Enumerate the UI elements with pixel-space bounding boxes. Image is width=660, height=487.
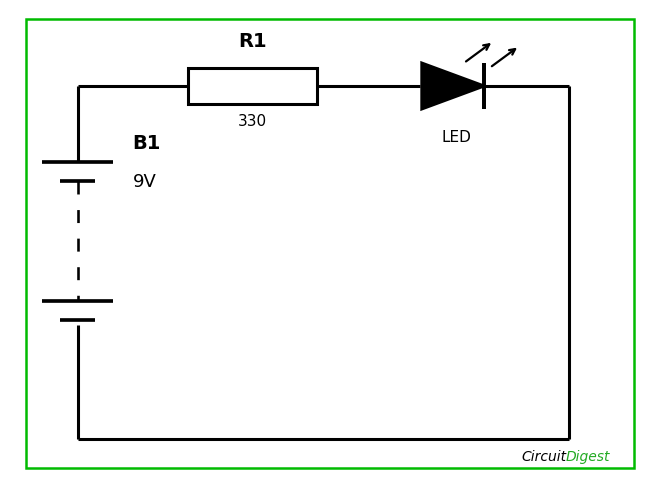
Bar: [187, 68, 317, 104]
Text: Digest: Digest: [566, 450, 610, 464]
Text: 9V: 9V: [133, 173, 156, 191]
Text: LED: LED: [441, 131, 471, 146]
Polygon shape: [422, 63, 484, 109]
Text: 330: 330: [238, 113, 267, 129]
Text: Circuit: Circuit: [521, 450, 566, 464]
Text: R1: R1: [238, 32, 267, 51]
Text: B1: B1: [133, 134, 161, 153]
